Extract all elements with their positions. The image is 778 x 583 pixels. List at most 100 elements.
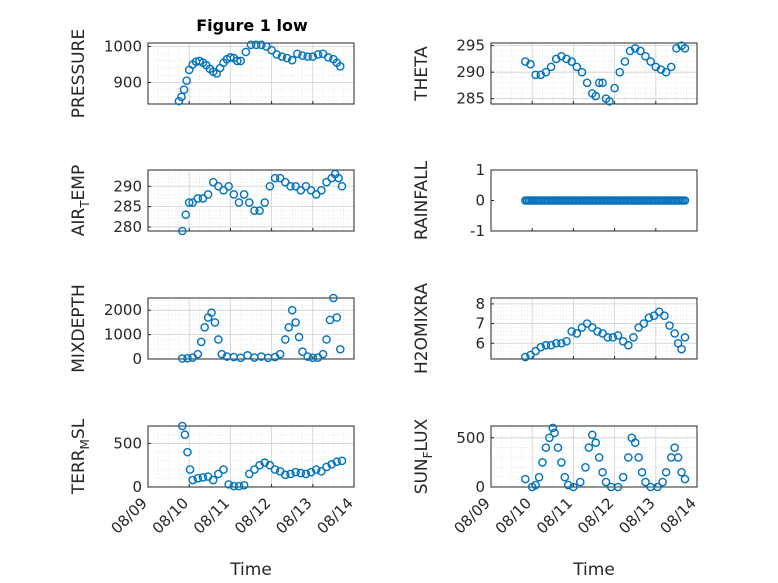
- data-point: [282, 53, 292, 63]
- data-point: [311, 190, 321, 199]
- data-point: [281, 177, 290, 187]
- data-point: [680, 474, 690, 484]
- x-axis-label-left: Time: [229, 560, 272, 580]
- data-point: [526, 59, 535, 69]
- data-point: [251, 40, 261, 50]
- y-axis-label-tail: EMP: [69, 165, 89, 201]
- data-point: [624, 340, 633, 350]
- data-point: [670, 329, 679, 338]
- x-tick-label: 08/09: [108, 494, 151, 537]
- y-axis-label-main: PRESSURE: [69, 29, 89, 118]
- y-tick-label: 8: [475, 295, 485, 313]
- y-axis-label-subscript: M: [78, 439, 92, 449]
- data-point: [548, 423, 558, 433]
- y-axis-label-subscript: F: [421, 451, 435, 458]
- y-axis-label-main: RAINFALL: [412, 160, 432, 240]
- data-point: [291, 181, 300, 191]
- data-point: [236, 56, 245, 66]
- data-point: [637, 467, 647, 477]
- axes-box: [147, 425, 355, 488]
- y-axis-label-subscript: T: [78, 200, 92, 209]
- data-point: [275, 173, 285, 183]
- x-tick-label: 08/12: [231, 494, 274, 537]
- data-point: [677, 344, 686, 354]
- data-point: [293, 49, 302, 59]
- data-point: [591, 438, 601, 448]
- data-point: [301, 469, 311, 479]
- data-point: [234, 198, 244, 207]
- data-point: [318, 349, 328, 359]
- data-point: [575, 477, 585, 487]
- data-point: [591, 91, 601, 101]
- y-axis-label-tail: SL: [69, 418, 89, 439]
- data-point: [661, 67, 671, 77]
- data-point: [232, 56, 242, 66]
- data-point: [260, 198, 270, 207]
- y-axis-label: MIXDEPTH: [69, 284, 89, 373]
- y-tick-label: 500: [456, 429, 485, 447]
- data-point: [644, 313, 654, 322]
- subplot-rainfall: -1 0 1 RAINFALL: [412, 160, 698, 240]
- data-point: [203, 190, 213, 199]
- data-point: [181, 210, 191, 220]
- y-axis-label-main: MIXDEPTH: [69, 284, 89, 373]
- data-point: [603, 333, 613, 342]
- data-point: [193, 349, 203, 359]
- x-tick-label: 08/14: [657, 494, 700, 537]
- data-point: [226, 53, 235, 62]
- axes-box: [490, 425, 698, 488]
- data-point: [531, 70, 540, 80]
- data-point: [198, 194, 208, 203]
- y-axis-label: THETA: [412, 46, 432, 102]
- data-point: [551, 338, 561, 348]
- y-tick-label: -1: [470, 222, 485, 240]
- data-point: [546, 340, 556, 350]
- x-tick-label: 08/10: [492, 494, 535, 537]
- data-point: [560, 472, 570, 482]
- data-point: [541, 67, 551, 77]
- data-point: [646, 57, 655, 66]
- data-point: [541, 340, 551, 350]
- data-point: [557, 458, 566, 467]
- y-axis-label-main: H2OMIXRA: [412, 283, 432, 374]
- data-point: [660, 311, 669, 321]
- data-point: [193, 473, 203, 483]
- data-point: [577, 67, 587, 77]
- data-point: [594, 453, 604, 462]
- y-tick-label: 500: [113, 434, 142, 452]
- data-point: [541, 443, 551, 452]
- data-point: [630, 438, 640, 448]
- data-point: [188, 353, 197, 362]
- x-tick-label: 08/10: [149, 494, 192, 537]
- data-point: [582, 78, 592, 88]
- y-tick-label: 0: [132, 478, 142, 496]
- data-point: [270, 173, 280, 183]
- y-axis-label-main: SUN: [412, 458, 432, 494]
- data-point: [208, 177, 218, 187]
- data-point: [313, 50, 323, 59]
- x-tick-label: 08/14: [314, 494, 357, 537]
- y-tick-label: 285: [456, 90, 485, 108]
- data-point: [291, 467, 300, 477]
- data-point: [337, 181, 347, 191]
- data-point: [613, 331, 623, 340]
- data-point: [670, 443, 679, 452]
- data-point: [608, 333, 618, 342]
- data-point: [301, 181, 311, 191]
- data-point: [653, 482, 662, 492]
- data-point: [581, 463, 590, 472]
- data-point: [267, 45, 276, 55]
- data-point: [243, 351, 252, 360]
- data-point: [677, 467, 686, 477]
- data-point: [620, 57, 630, 66]
- subplot-h2omixra: 67 8 H2OMIXRA: [412, 283, 698, 374]
- y-tick-label: 290: [113, 177, 142, 195]
- data-point: [553, 443, 563, 452]
- data-point: [193, 194, 203, 203]
- data-point: [567, 327, 576, 336]
- axes-box: [147, 42, 355, 105]
- y-axis-label: PRESSURE: [69, 29, 89, 118]
- data-point: [572, 62, 582, 72]
